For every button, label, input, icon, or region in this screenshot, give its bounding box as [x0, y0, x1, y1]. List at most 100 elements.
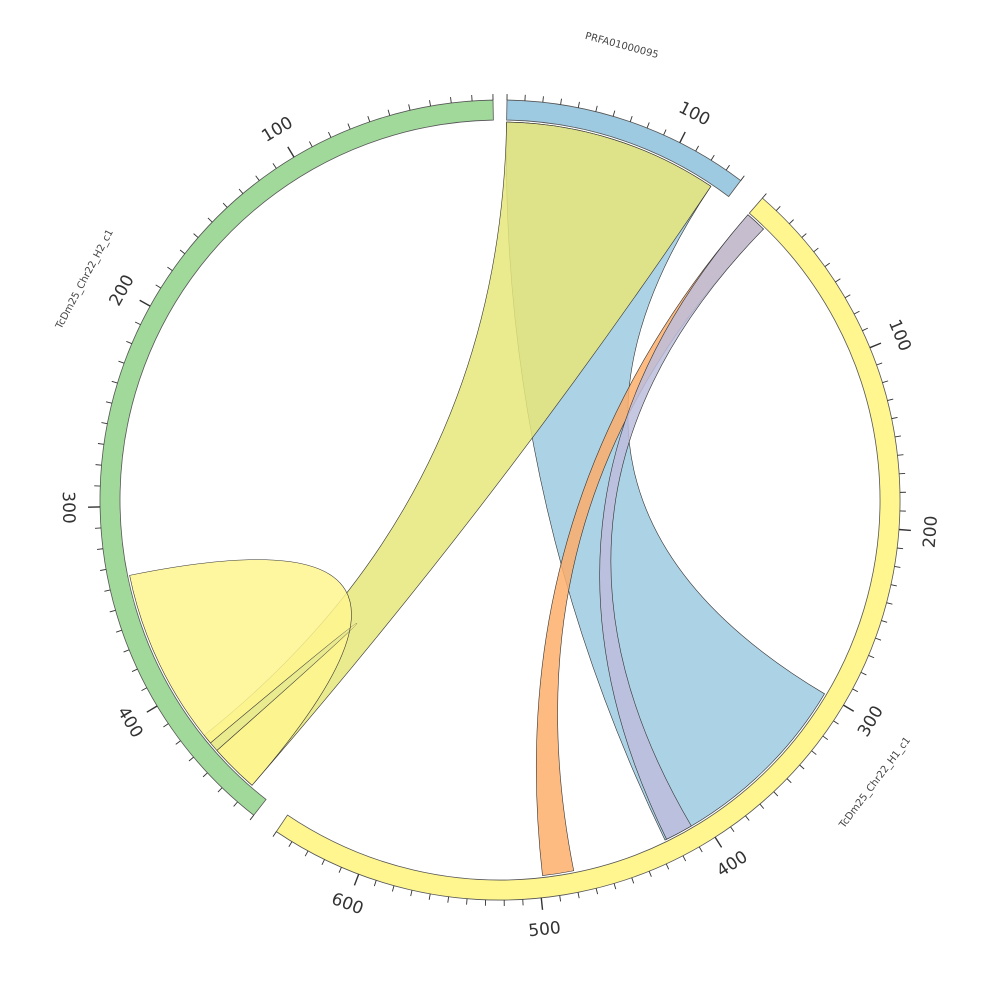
tick-prfa — [613, 111, 615, 117]
tick-h2 — [98, 443, 104, 444]
tick-h1 — [881, 621, 887, 623]
tick-h1 — [845, 295, 850, 298]
tick-h1 — [814, 248, 819, 252]
tick-h2 — [140, 300, 150, 306]
tick-h2 — [223, 203, 227, 207]
tick-h1 — [875, 638, 881, 640]
tick-prfa — [680, 132, 685, 143]
tick-h1 — [746, 816, 750, 821]
tick-h2 — [126, 341, 132, 343]
tick-h1 — [835, 279, 840, 282]
tick-label-h2: 400 — [113, 703, 147, 741]
tick-label-h1: 500 — [527, 918, 561, 941]
sequence-name-h2: TcDm25_Chr22_H2_c1 — [54, 228, 116, 332]
tick-h2 — [218, 788, 222, 792]
tick-h1 — [541, 898, 542, 910]
tick-h2 — [208, 218, 212, 222]
tick-h2 — [132, 669, 137, 672]
tick-label-h1: 200 — [920, 515, 942, 549]
tick-h2 — [96, 465, 102, 466]
tick-h1 — [789, 220, 793, 224]
tick-h2 — [451, 97, 452, 103]
tick-label-h2: 200 — [106, 272, 139, 310]
tick-h1 — [560, 896, 561, 902]
tick-h1 — [887, 603, 893, 605]
tick-h1 — [715, 837, 721, 847]
tick-h1 — [894, 566, 900, 567]
tick-h2 — [118, 361, 124, 363]
tick-prfa — [664, 130, 666, 135]
tick-h2 — [156, 285, 161, 288]
tick-h2 — [256, 176, 260, 181]
tick-h1 — [699, 847, 702, 852]
tick-h1 — [760, 804, 764, 809]
links-layer — [130, 122, 825, 876]
tick-h2 — [194, 234, 199, 238]
tick-h1 — [354, 874, 358, 885]
tick-h1 — [787, 779, 791, 783]
tick-h1 — [392, 886, 394, 892]
tick-h2 — [163, 724, 168, 727]
tick-prfa — [543, 96, 544, 102]
tick-h1 — [895, 436, 901, 437]
tick-h1 — [899, 530, 911, 531]
tick-h1 — [429, 894, 430, 900]
tick-h1 — [843, 705, 853, 711]
tick-h2 — [273, 163, 276, 168]
tick-h2 — [368, 116, 370, 122]
tick-h2 — [429, 100, 430, 106]
tick-h1 — [823, 736, 828, 740]
tick-label-h1: 300 — [854, 702, 888, 740]
tick-h1 — [339, 867, 341, 873]
sequence-name-prfa: PRFA01000095 — [584, 31, 660, 61]
link-h2-h2-2 — [130, 560, 357, 786]
tick-h1 — [869, 655, 875, 657]
tick-h1 — [578, 892, 579, 898]
tick-h1 — [411, 890, 412, 896]
tick-h1 — [614, 883, 616, 889]
tick-h2 — [101, 423, 107, 424]
tick-h1 — [834, 721, 839, 724]
tick-h1 — [683, 856, 686, 861]
tick-h2 — [288, 147, 294, 157]
tick-label-h1: 400 — [713, 847, 751, 881]
tick-h2 — [203, 773, 207, 777]
tick-label-prfa: 100 — [675, 98, 713, 130]
tick-h1 — [897, 455, 903, 456]
tick-h2 — [124, 650, 130, 652]
tick-prfa — [647, 122, 649, 128]
sequence-name-h1: TcDm25_Chr22_H1_c1 — [837, 735, 913, 831]
tick-h1 — [825, 263, 830, 267]
tick-h1 — [800, 765, 804, 769]
tick-h1 — [289, 842, 292, 847]
tick-h2 — [309, 142, 312, 147]
tick-h2 — [147, 706, 157, 712]
tick-label-h1: 600 — [329, 889, 366, 919]
tick-h1 — [802, 234, 807, 238]
tick-h1 — [273, 832, 276, 837]
tick-h2 — [167, 267, 172, 270]
tick-h1 — [812, 751, 817, 755]
tick-h1 — [322, 859, 325, 864]
tick-h2 — [116, 630, 122, 632]
tick-h2 — [328, 132, 331, 137]
tick-h2 — [176, 741, 181, 745]
tick-prfa — [578, 102, 579, 108]
tick-h2 — [250, 815, 254, 820]
tick-h2 — [112, 381, 118, 383]
tick-h2 — [234, 802, 238, 807]
tick-h1 — [632, 878, 634, 884]
tick-prfa — [630, 116, 632, 122]
tick-label-h2: 300 — [58, 491, 79, 524]
tick-h1 — [897, 548, 903, 549]
tick-h1 — [887, 399, 893, 400]
tick-h1 — [374, 880, 376, 886]
ticks-layer — [88, 94, 911, 910]
tick-h1 — [877, 363, 883, 365]
tick-h1 — [666, 864, 668, 869]
tick-h1 — [776, 206, 780, 210]
tick-prfa — [711, 155, 714, 160]
tick-h2 — [142, 688, 147, 691]
tick-prfa — [741, 176, 745, 181]
